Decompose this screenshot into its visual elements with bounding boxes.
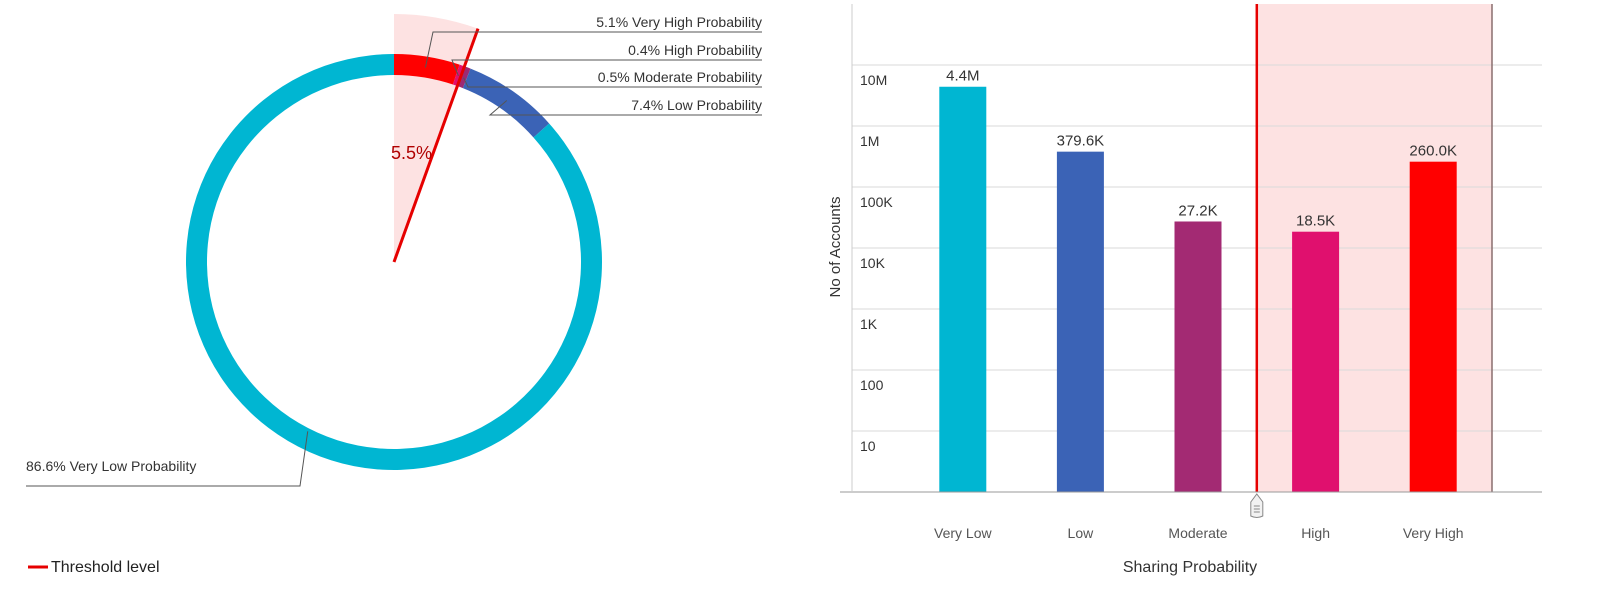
bar-low: [1056, 151, 1104, 492]
x-tick-label: Very High: [1403, 525, 1464, 541]
donut-slice-3: [462, 68, 550, 138]
donut-label-0: 5.1% Very High Probability: [596, 14, 762, 30]
threshold-handle[interactable]: [1250, 493, 1264, 518]
x-tick-labels: Very Low Low Moderate High Very High: [934, 525, 1464, 541]
donut-leader-0: [424, 31, 762, 68]
donut-leader-1: [451, 59, 762, 77]
x-tick-label: High: [1301, 525, 1330, 541]
bar-value-label: 18.5K: [1296, 213, 1335, 230]
bar-value-label: 4.4M: [946, 68, 979, 85]
y-tick-label: 100K: [860, 194, 893, 210]
donut-slice-2: [457, 66, 471, 89]
bar-value-label: 27.2K: [1178, 202, 1217, 219]
y-tick-label: 1M: [860, 133, 879, 149]
donut-leader-3: [488, 100, 762, 116]
donut-label-3: 7.4% Low Probability: [631, 97, 762, 113]
y-tick-labels: 10 100 1K 10K 100K 1M 10M: [860, 72, 893, 454]
bar-marks: [939, 86, 1457, 493]
bar-value-labels: 4.4M 379.6K 27.2K 18.5K 260.0K: [946, 68, 1457, 230]
threshold-line: [392, 28, 480, 263]
y-tick-label: 10K: [860, 255, 886, 271]
y-tick-label: 10: [860, 438, 876, 454]
donut-chart: 5.5% 5.1% Very High Probability 0.4% High…: [26, 14, 762, 487]
bar-value-label: 260.0K: [1409, 143, 1457, 160]
y-tick-label: 10M: [860, 72, 887, 88]
x-tick-label: Moderate: [1168, 525, 1227, 541]
donut-label-4: 86.6% Very Low Probability: [26, 458, 196, 474]
donut-leader-4: [26, 431, 309, 487]
donut-label-1: 0.4% High Probability: [628, 42, 762, 58]
threshold-value-label: 5.5%: [391, 143, 432, 163]
bar-value-label: 379.6K: [1057, 133, 1105, 150]
bar-very-high: [1409, 161, 1457, 492]
y-tick-label: 100: [860, 377, 884, 393]
bar-high: [1292, 231, 1340, 493]
y-axis-title: No of Accounts: [827, 197, 844, 298]
donut-labels: 5.1% Very High Probability 0.4% High Prob…: [26, 14, 762, 487]
legend-label-threshold: Threshold level: [51, 559, 160, 576]
x-axis-title: Sharing Probability: [1123, 559, 1257, 576]
y-tick-label: 1K: [860, 316, 878, 332]
legend: Threshold level: [28, 559, 160, 576]
donut-leader-2: [463, 77, 762, 88]
donut-label-2: 0.5% Moderate Probability: [598, 69, 762, 85]
bar-chart: 10 100 1K 10K 100K 1M 10M 4.4M 379.6K 27.2K 18.5K…: [827, 4, 1542, 576]
x-tick-label: Low: [1068, 525, 1095, 541]
bar-moderate: [1174, 221, 1222, 492]
x-tick-label: Very Low: [934, 525, 992, 541]
bar-very-low: [939, 86, 987, 492]
donut-slice-0: [394, 54, 460, 85]
